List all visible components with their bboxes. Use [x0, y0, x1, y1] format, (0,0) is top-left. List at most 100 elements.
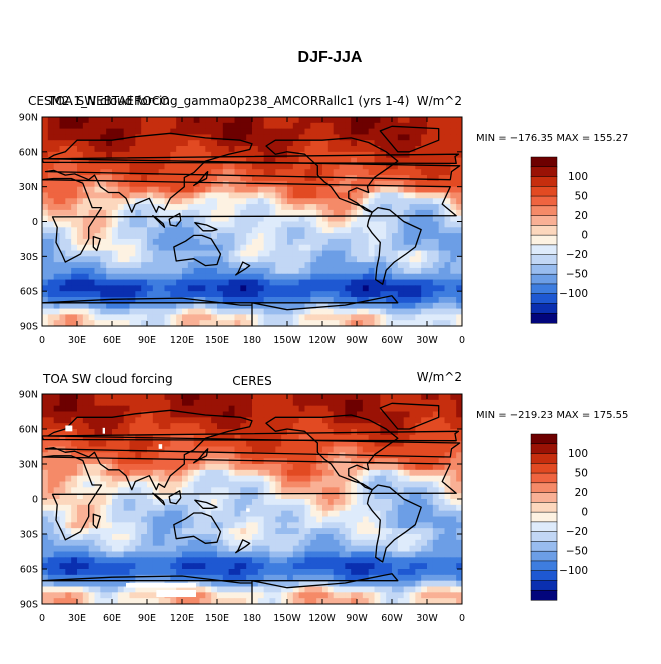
- map-cell: [252, 192, 258, 198]
- map-cell: [141, 268, 147, 274]
- map-cell: [141, 394, 147, 400]
- map-cell: [445, 198, 451, 204]
- map-cell: [65, 394, 71, 400]
- map-cell: [369, 522, 375, 528]
- map-cell: [328, 222, 334, 228]
- map-cell: [445, 540, 451, 546]
- map-cell: [217, 129, 223, 135]
- map-cell: [270, 134, 276, 140]
- map-cell: [229, 181, 235, 187]
- map-cell: [112, 291, 118, 297]
- map-cell: [235, 140, 241, 146]
- map-cell: [147, 552, 153, 558]
- map-cell: [380, 493, 386, 499]
- map-cell: [415, 117, 421, 123]
- map-cell: [153, 285, 159, 291]
- map-cell: [322, 505, 328, 511]
- map-cell: [421, 187, 427, 193]
- map-cell: [450, 314, 456, 320]
- map-cell: [421, 528, 427, 534]
- map-cell: [340, 417, 346, 423]
- map-cell: [54, 534, 60, 540]
- map-cell: [147, 452, 153, 458]
- map-cell: [71, 441, 77, 447]
- map-cell: [71, 187, 77, 193]
- map-cell: [217, 423, 223, 429]
- colorbar-label: −50: [566, 269, 588, 281]
- map-cell: [281, 447, 287, 453]
- map-cell: [240, 522, 246, 528]
- map-cell: [380, 517, 386, 523]
- map-cell: [450, 476, 456, 482]
- map-cell: [369, 280, 375, 286]
- map-cell: [270, 499, 276, 505]
- map-cell: [345, 251, 351, 257]
- map-cell: [135, 227, 141, 233]
- map-cell: [48, 192, 54, 198]
- map-cell: [264, 274, 270, 280]
- map-cell: [60, 464, 66, 470]
- map-cell: [439, 540, 445, 546]
- map-cell: [404, 470, 410, 476]
- map-cell: [427, 534, 433, 540]
- map-cell: [147, 447, 153, 453]
- map-cell: [415, 417, 421, 423]
- map-cell: [363, 251, 369, 257]
- map-cell: [404, 140, 410, 146]
- map-cell: [369, 245, 375, 251]
- colorbar-label: 100: [568, 171, 588, 183]
- map-cell: [363, 552, 369, 558]
- map-cell: [305, 291, 311, 297]
- map-cell: [112, 129, 118, 135]
- map-cell: [270, 163, 276, 169]
- map-cell: [310, 417, 316, 423]
- map-cell: [71, 540, 77, 546]
- map-cell: [363, 470, 369, 476]
- map-cell: [229, 291, 235, 297]
- map-cell: [427, 309, 433, 315]
- map-cell: [264, 210, 270, 216]
- map-cell: [205, 482, 211, 488]
- map-cell: [386, 517, 392, 523]
- map-cell: [159, 251, 165, 257]
- map-cell: [147, 470, 153, 476]
- map-cell: [264, 152, 270, 158]
- map-cell: [410, 406, 416, 412]
- map-cell: [106, 517, 112, 523]
- map-cell: [194, 482, 200, 488]
- map-cell: [439, 280, 445, 286]
- map-cell: [182, 192, 188, 198]
- map-cell: [165, 309, 171, 315]
- map-cell: [270, 117, 276, 123]
- map-cell: [433, 423, 439, 429]
- map-cell: [205, 291, 211, 297]
- map-cell: [404, 557, 410, 563]
- map-cell: [153, 117, 159, 123]
- map-cell: [223, 123, 229, 129]
- map-cell: [211, 256, 217, 262]
- map-cell: [404, 129, 410, 135]
- map-cell: [316, 429, 322, 435]
- map-cell: [439, 441, 445, 447]
- map-cell: [211, 441, 217, 447]
- map-cell: [275, 320, 281, 326]
- map-cell: [54, 129, 60, 135]
- map-cell: [456, 458, 462, 464]
- map-cell: [188, 222, 194, 228]
- map-cell: [182, 268, 188, 274]
- map-cell: [287, 522, 293, 528]
- map-cell: [147, 285, 153, 291]
- map-cell: [223, 517, 229, 523]
- map-cell: [404, 464, 410, 470]
- map-cell: [252, 187, 258, 193]
- map-cell: [386, 280, 392, 286]
- map-cell: [130, 198, 136, 204]
- map-cell: [89, 470, 95, 476]
- map-cell: [340, 511, 346, 517]
- map-cell: [322, 528, 328, 534]
- map-cell: [141, 239, 147, 245]
- map-cell: [328, 482, 334, 488]
- map-cell: [392, 320, 398, 326]
- map-cell: [258, 233, 264, 239]
- map-cell: [65, 291, 71, 297]
